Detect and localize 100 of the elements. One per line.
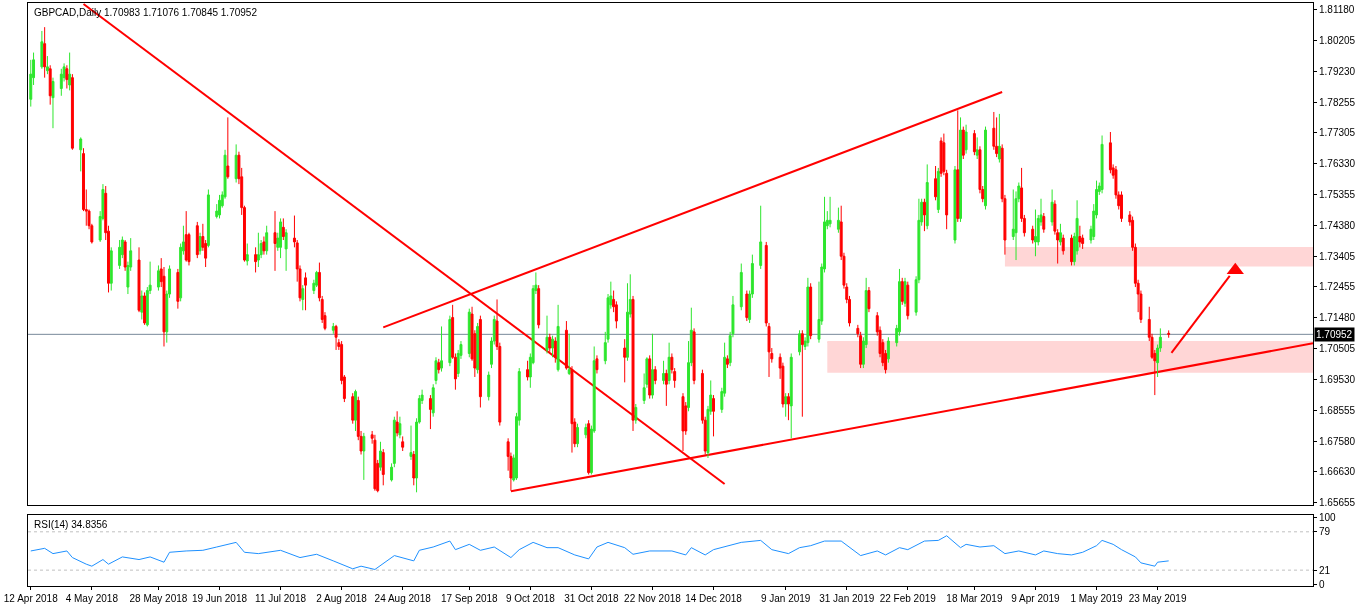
candlestick [975, 136, 979, 160]
x-tick-label: 1 May 2019 [1070, 593, 1124, 604]
candlestick [118, 239, 122, 270]
candlestick [584, 423, 588, 439]
y-tick-label: 1.69530 [1319, 374, 1356, 386]
candlestick [906, 281, 910, 320]
candlestick [595, 354, 599, 374]
candlestick [68, 52, 72, 91]
candlestick [959, 116, 962, 223]
y-tick-label: 79 [1319, 526, 1331, 538]
candlestick [1042, 212, 1046, 234]
y-tick-label: 1.78255 [1319, 96, 1356, 108]
candlestick [587, 419, 591, 476]
x-tick-label: 9 Apr 2019 [1011, 593, 1061, 604]
candlestick [65, 64, 69, 89]
y-tick-label: 0 [1319, 578, 1325, 590]
y-tick-label: 100 [1319, 512, 1337, 524]
candlestick [1033, 209, 1037, 257]
candlestick [692, 327, 696, 385]
candlestick [1100, 134, 1104, 194]
x-tick-label: 11 Jul 2018 [255, 593, 307, 604]
x-tick-label: 4 May 2018 [65, 593, 119, 604]
candlestick [653, 365, 657, 385]
candlestick [409, 425, 413, 461]
candlestick [806, 277, 810, 347]
x-tick-label: 2 Aug 2018 [316, 593, 368, 604]
candlestick [925, 163, 929, 230]
candlestick [137, 246, 141, 313]
candlestick [143, 291, 147, 326]
candlestick [379, 441, 382, 472]
candlestick [206, 189, 210, 248]
candlestick [256, 232, 260, 268]
candlestick [428, 394, 432, 430]
candlestick [739, 263, 743, 311]
candlestick [43, 26, 47, 79]
candlestick [712, 394, 715, 437]
candlestick [745, 290, 749, 322]
ref-line-label: 1.70952 [1316, 329, 1353, 340]
candlestick [412, 450, 416, 486]
candlestick [886, 336, 890, 364]
y-tick-label: 1.66630 [1319, 466, 1356, 478]
candlestick [995, 116, 999, 158]
x-tick-label: 14 Dec 2018 [685, 593, 743, 604]
candlestick [681, 392, 685, 452]
candlestick [1031, 225, 1035, 245]
candlestick [354, 389, 357, 432]
candlestick [545, 315, 549, 354]
y-tick-label: 1.76330 [1319, 157, 1356, 169]
candlestick [961, 126, 965, 160]
candlestick [301, 284, 305, 311]
candlestick [218, 194, 221, 219]
candlestick [798, 329, 802, 356]
candlestick [123, 239, 127, 272]
y-tick-label: 1.70505 [1319, 343, 1356, 355]
x-tick-label: 19 Jun 2018 [191, 593, 248, 604]
candlestick [623, 338, 627, 383]
candlestick [487, 371, 491, 401]
candlestick [570, 365, 574, 454]
candlestick [725, 354, 729, 369]
y-tick-label: 1.77305 [1319, 126, 1356, 138]
candlestick [281, 217, 285, 241]
x-tick-label: 12 Apr 2018 [3, 593, 59, 604]
candlestick [664, 369, 668, 407]
candlestick [79, 136, 83, 172]
candlestick [667, 342, 671, 385]
candlestick [226, 116, 230, 180]
candlestick [448, 315, 452, 367]
candlestick [395, 410, 399, 437]
candlestick [284, 228, 288, 272]
candlestick [537, 284, 541, 329]
x-tick-label: 24 Aug 2018 [374, 593, 432, 604]
candlestick [476, 322, 480, 374]
y-tick-label: 1.73405 [1319, 250, 1356, 262]
candlestick [964, 124, 968, 155]
candlestick [265, 225, 269, 256]
candlestick [373, 434, 377, 492]
candlestick [934, 165, 938, 201]
y-tick-label: 1.68555 [1319, 404, 1356, 416]
candlestick [1050, 189, 1054, 227]
candlestick [273, 210, 277, 272]
chart-title: RSI(14) 34.8356 [34, 519, 108, 530]
x-tick-label: 31 Jan 2019 [819, 593, 875, 604]
y-tick-label: 1.81180 [1319, 3, 1355, 15]
candlestick [953, 165, 957, 245]
candlestick [437, 358, 441, 374]
candlestick [809, 282, 813, 340]
candlestick [176, 268, 180, 310]
candlestick [828, 196, 832, 228]
candlestick [431, 383, 435, 418]
x-tick-label: 23 May 2019 [1128, 593, 1187, 604]
y-tick-label: 1.74380 [1319, 219, 1356, 231]
candlestick [576, 423, 579, 448]
candlestick [567, 333, 571, 376]
candlestick [939, 136, 943, 178]
y-tick-label: 1.80205 [1319, 34, 1356, 46]
x-tick-label: 17 Sep 2018 [440, 593, 499, 604]
x-tick-label: 9 Oct 2018 [505, 593, 556, 604]
line-series [30, 535, 1170, 570]
candlestick [548, 333, 552, 353]
candlestick [198, 232, 202, 256]
